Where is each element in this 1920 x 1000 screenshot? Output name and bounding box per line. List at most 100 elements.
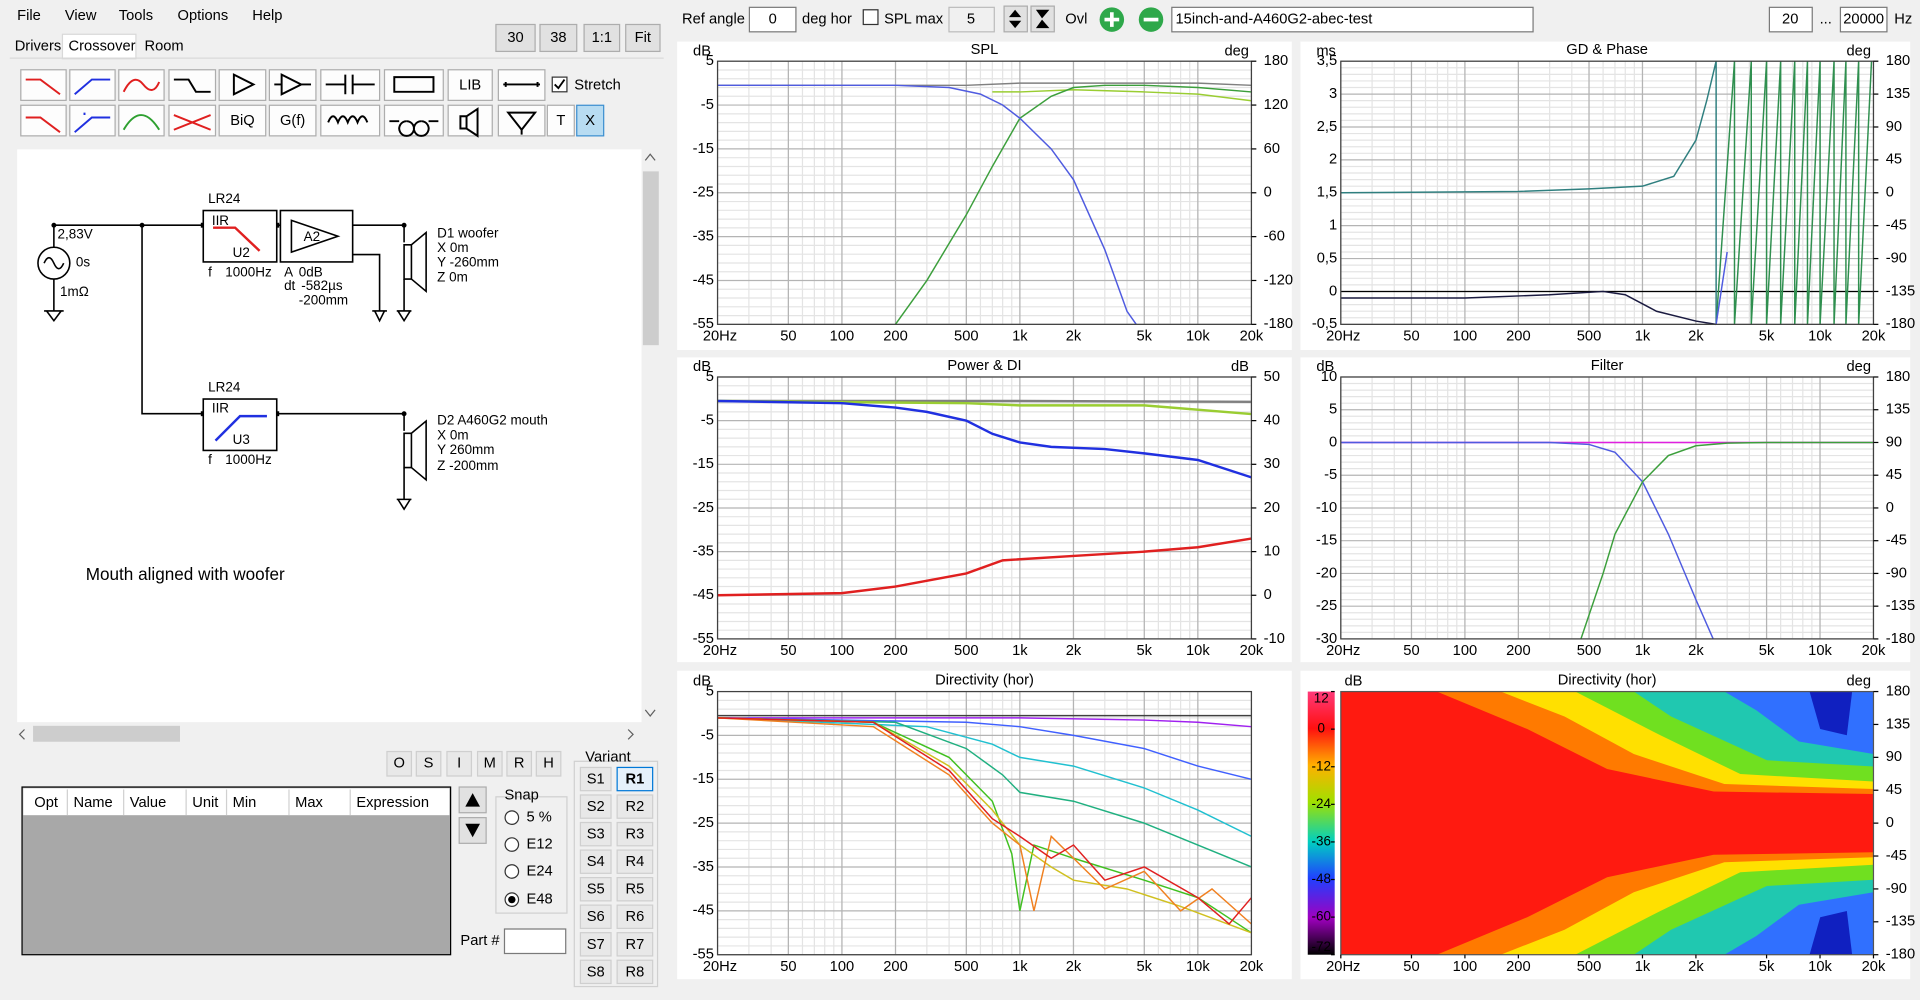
curve [1580,441,1874,640]
variant-r-button[interactable] [616,959,654,985]
toolbar-button[interactable] [320,104,381,137]
toolbar-button[interactable] [447,69,493,101]
part-button[interactable] [415,750,442,777]
filter-block-u3[interactable] [202,398,278,452]
part-button-label: O [393,756,404,772]
toolbar-button[interactable] [118,104,165,137]
spin-button[interactable] [1003,5,1028,33]
variant-r-button[interactable] [616,821,654,847]
curve [717,717,1252,868]
toolbar-button[interactable] [576,104,605,137]
y2-unit: deg [1846,359,1871,375]
radio[interactable] [504,837,520,852]
y-unit: dB [693,359,711,375]
y-tick-label: -35 [693,229,714,245]
y-unit: dB [693,674,711,690]
variant-s-button[interactable] [579,821,612,847]
toolbar-button[interactable] [268,104,317,137]
y-tick-label: 5 [706,683,714,699]
x-tick-label: 1k [1635,328,1651,344]
curve [717,717,1252,781]
spin-icon [1008,9,1022,29]
colorbar-label: -36 [1311,833,1330,848]
y-tick-label: 2,5 [1317,119,1337,135]
spl-max-checkbox[interactable] [862,9,879,26]
x-tick-label: 20k [1240,643,1264,659]
y2-tick-label: -135 [1886,283,1915,299]
variant-r-button[interactable] [616,932,654,957]
curve [717,399,1252,416]
y-tick-label: -15 [693,771,714,787]
schematic-label: A [284,265,293,280]
toolbar-button[interactable] [168,104,217,137]
variant-label: S2 [587,799,605,815]
freq-to-input[interactable] [1839,6,1888,33]
toolbar-button[interactable] [218,104,267,137]
zoom-button[interactable] [625,23,661,53]
variant-s-button[interactable] [579,766,612,792]
variant-s-button[interactable] [579,959,612,985]
zoom-button[interactable] [495,23,536,53]
variant-r-button[interactable] [616,794,654,819]
menu-item: View [65,8,97,24]
part-button[interactable] [535,750,562,777]
radio[interactable] [504,810,520,825]
part-input[interactable] [503,928,567,955]
curve [1715,251,1728,325]
project-input[interactable] [1171,6,1534,33]
toolbar-button[interactable] [218,69,267,101]
colorbar-label: -12 [1311,758,1330,773]
tab-line [9,57,664,59]
toolbar-button[interactable] [69,69,116,101]
part-button[interactable] [506,750,533,777]
zoom-button[interactable] [539,23,578,53]
variant-s-button[interactable] [579,849,612,874]
column-header: Min [233,795,257,811]
radio[interactable] [504,864,520,879]
v-scroll-thumb[interactable] [642,171,659,346]
speaker-d2[interactable] [403,419,427,482]
move-up-button[interactable] [458,786,487,814]
colorbar-label: 12 [1314,690,1329,705]
y2-unit: deg [1224,43,1249,59]
y2-tick-label: -90 [1886,565,1907,581]
h-scroll-thumb[interactable] [33,725,181,742]
zoom-button[interactable] [583,23,621,53]
part-button[interactable] [476,750,503,777]
group-title: Variant [585,750,630,766]
speaker-d1[interactable] [403,230,427,294]
variant-r-button[interactable] [616,849,654,874]
toolbar-button[interactable] [118,69,165,101]
y2-tick-label: 180 [1886,683,1911,699]
part-button[interactable] [446,750,473,777]
toolbar-button[interactable] [546,104,575,137]
schematic-label: f [208,452,212,467]
variant-r-button[interactable] [616,876,654,902]
variant-r-button[interactable] [616,904,654,930]
freq-from-input[interactable] [1768,6,1813,33]
ref-angle-input[interactable] [748,6,797,33]
variant-s-button[interactable] [579,794,612,819]
part-button[interactable] [386,750,413,777]
snap-group [495,796,568,914]
spl-max-input[interactable] [948,6,995,33]
variant-s-button[interactable] [579,932,612,957]
filter-block-u2[interactable] [202,209,278,263]
fit-button[interactable] [1030,5,1055,33]
y2-tick-label: -180 [1886,631,1915,647]
y2-tick-label: -90 [1886,250,1907,266]
heat-region [1809,910,1853,955]
variant-s-button[interactable] [579,876,612,902]
stretch-checkbox[interactable] [551,76,568,93]
y2-tick-label: -135 [1886,914,1915,930]
variant-r-button[interactable] [616,766,654,792]
radio-dot [508,895,516,904]
colorbar-label: 0 [1317,721,1324,736]
variant-s-button[interactable] [579,904,612,930]
curve [717,717,1252,838]
toolbar-icon [232,73,256,96]
toolbar-text: deg hor [802,11,852,27]
column-header: Expression [356,795,429,811]
toolbar-button[interactable] [20,69,67,101]
toolbar-icon [274,73,312,96]
